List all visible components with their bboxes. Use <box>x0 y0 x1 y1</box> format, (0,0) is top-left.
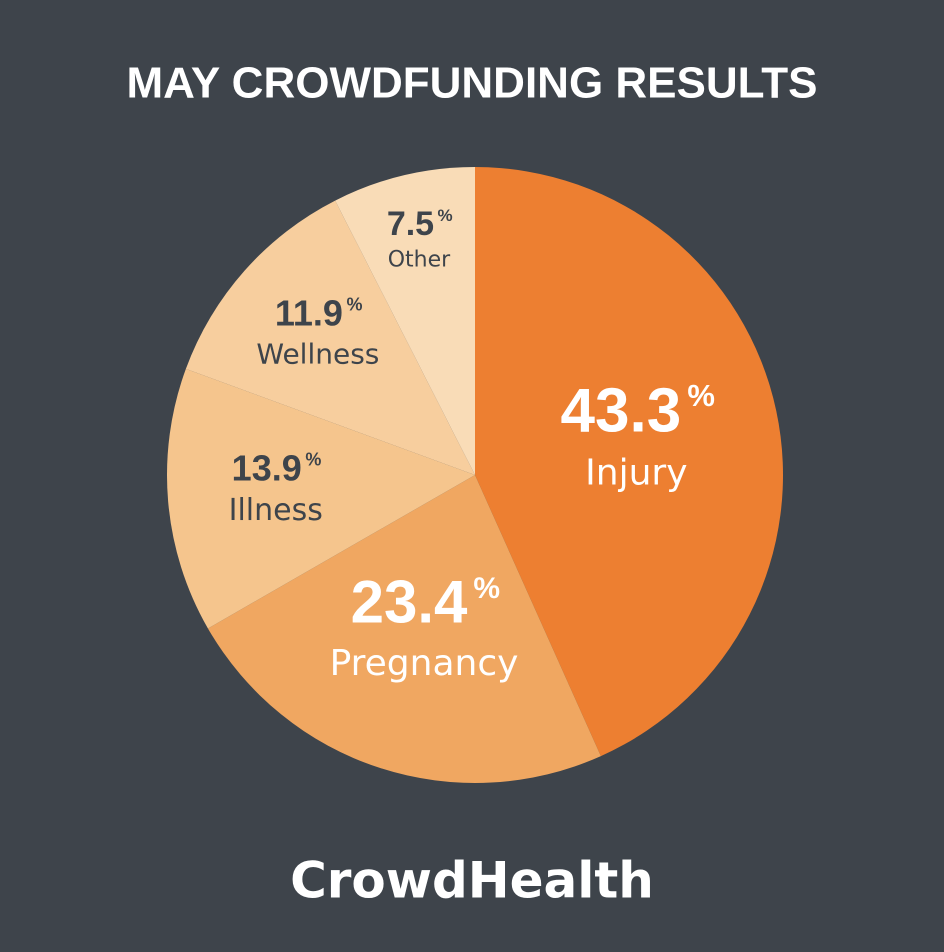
slice-category-label: Pregnancy <box>330 643 519 684</box>
slice-category-label: Other <box>388 247 451 272</box>
slice-value-label: 13.9 <box>232 447 302 488</box>
slice-value-label: 11.9 <box>275 293 343 334</box>
pie-slice <box>166 368 475 629</box>
slice-unit-label: % <box>438 206 453 225</box>
slice-value-label: 23.4 <box>351 569 468 636</box>
slice-category-label: Illness <box>229 493 323 528</box>
pie-slice <box>185 200 475 475</box>
slice-value-label: 43.3 <box>561 377 682 446</box>
brand-logo: CrowdHealth <box>290 852 654 910</box>
slice-unit-label: % <box>687 378 715 413</box>
slice-category-label: Injury <box>585 453 687 494</box>
pie-slice <box>335 167 475 475</box>
slice-unit-label: % <box>347 295 363 315</box>
slice-category-label: Wellness <box>256 337 379 370</box>
slice-unit-label: % <box>305 450 321 470</box>
slice-unit-label: % <box>473 572 500 605</box>
pie-slice <box>475 167 783 757</box>
pie-slice <box>207 475 601 783</box>
slice-value-label: 7.5 <box>387 205 434 243</box>
chart-title: MAY CROWDFUNDING RESULTS <box>127 59 818 108</box>
